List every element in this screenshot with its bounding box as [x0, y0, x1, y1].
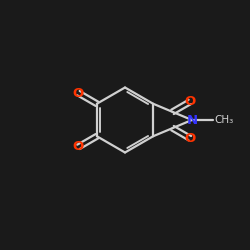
- Text: O: O: [73, 87, 84, 100]
- Text: O: O: [73, 140, 84, 153]
- Text: O: O: [184, 132, 196, 144]
- Text: CH₃: CH₃: [215, 115, 234, 125]
- Text: O: O: [184, 95, 196, 108]
- Text: N: N: [186, 114, 198, 126]
